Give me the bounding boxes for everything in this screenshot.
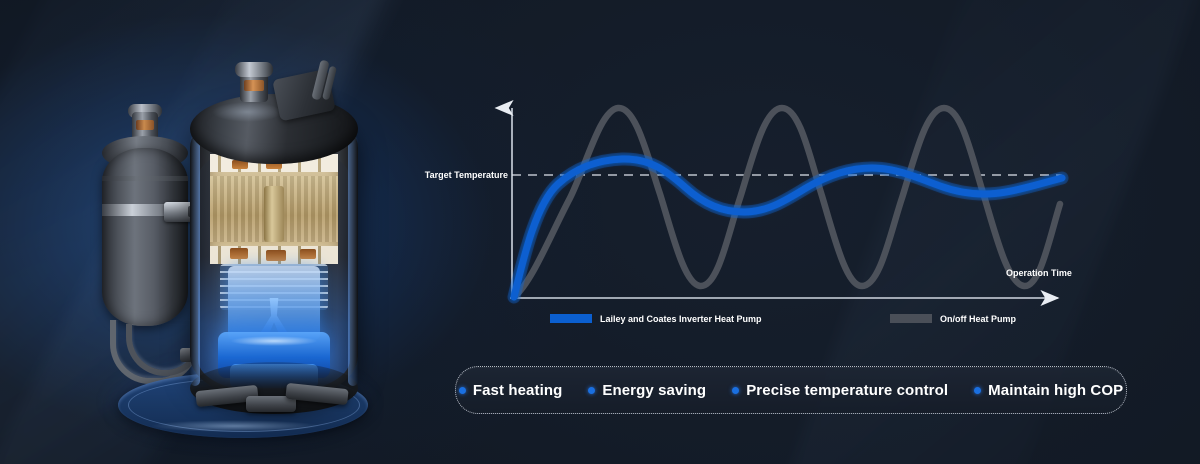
accumulator-copper-fitting <box>136 120 154 130</box>
feature-item-maintain-high-cop: Maintain high COP <box>974 382 1123 399</box>
discharge-cap <box>235 62 273 77</box>
copper-coil <box>266 159 282 169</box>
legend-swatch-inverter <box>550 314 592 323</box>
target-temperature-label: Target Temperature <box>425 170 508 180</box>
legend-label-inverter: Lailey and Coates Inverter Heat Pump <box>600 314 762 324</box>
shell-edge-left <box>190 136 200 386</box>
performance-chart: Target Temperature Operation Time Lailey… <box>410 86 1110 336</box>
feature-item-precise-temperature-control: Precise temperature control <box>732 382 948 399</box>
pump-highlight <box>230 336 318 346</box>
series-onoff-heat-pump <box>510 104 1064 301</box>
bullet-dot-icon <box>458 386 466 394</box>
accumulator-body <box>102 148 188 326</box>
legend-swatch-onoff <box>890 314 932 323</box>
bullet-dot-icon <box>588 386 596 394</box>
feature-label: Maintain high COP <box>988 381 1124 399</box>
feature-item-fast-heating: Fast heating <box>458 381 563 399</box>
display-base-highlight <box>150 420 320 432</box>
copper-coil <box>230 248 248 259</box>
copper-coil <box>300 249 316 259</box>
copper-coil <box>232 160 248 169</box>
bullet-dot-icon <box>974 386 982 394</box>
compressor-product-image <box>80 36 390 446</box>
mounting-foot <box>246 396 296 412</box>
copper-coil <box>266 250 286 261</box>
legend-label-onoff: On/off Heat Pump <box>940 314 1017 324</box>
feature-label: Precise temperature control <box>746 381 949 399</box>
discharge-copper-fitting <box>244 80 264 91</box>
chart-svg: Target Temperature Operation Time Lailey… <box>425 100 1072 324</box>
feature-label: Energy saving <box>602 381 707 399</box>
feature-label: Fast heating <box>472 381 563 399</box>
shell-edge-right <box>348 136 358 386</box>
motor-rotor <box>264 186 284 242</box>
accumulator-valve <box>164 202 194 222</box>
shell-dome-highlight <box>212 102 282 122</box>
accumulator-seam <box>102 176 188 181</box>
bullet-dot-icon <box>732 386 740 394</box>
feature-item-energy-saving: Energy saving <box>588 382 706 399</box>
series-inverter-heat-pump <box>510 155 1066 301</box>
operation-time-label: Operation Time <box>1006 268 1072 278</box>
feature-highlights-bar: Fast heating Energy saving Precise tempe… <box>455 366 1127 414</box>
